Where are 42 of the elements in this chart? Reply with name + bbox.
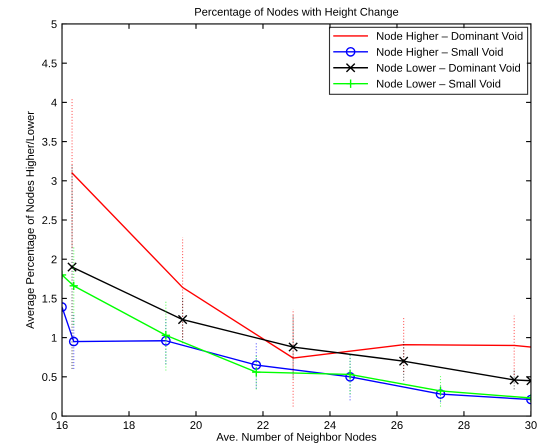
point <box>509 375 520 385</box>
point <box>160 330 171 340</box>
x-tick-label: 24 <box>324 421 336 429</box>
y-tick-label: 0 <box>51 412 57 420</box>
point <box>67 262 77 272</box>
point <box>398 356 409 366</box>
x-axis-title: Ave. Number of Neighbor Nodes <box>216 432 376 443</box>
legend-label: Node Lower – Dominant Void <box>377 64 520 72</box>
point <box>68 336 79 346</box>
x-tick-label: 30 <box>525 421 537 430</box>
point <box>436 386 446 396</box>
y-tick-label: 1 <box>52 334 57 342</box>
y-tick-label: 2 <box>52 255 57 264</box>
legend-label: Node Lower – Small Void <box>377 79 500 88</box>
y-tick-label: 4.5 <box>42 60 57 68</box>
x-tick-label: 28 <box>458 421 470 430</box>
legend-label: Node Higher – Dominant Void <box>377 32 522 42</box>
point <box>288 342 298 352</box>
y-tick-label: 2.5 <box>42 216 57 224</box>
point <box>178 314 188 324</box>
y-tick-label: 1.5 <box>42 294 57 303</box>
y-tick-label: 3.5 <box>42 138 57 146</box>
chart-title: Percentage of Nodes with Height Change <box>195 8 398 18</box>
y-tick-label: 5 <box>51 20 57 28</box>
point <box>345 370 355 380</box>
point <box>251 367 262 377</box>
point <box>436 389 446 399</box>
point <box>251 360 262 370</box>
point <box>160 336 171 346</box>
x-tick-label: 20 <box>190 421 202 430</box>
y-tick-label: 4 <box>51 98 57 106</box>
y-axis-title: Average Percentage of Nodes Higher/Lower <box>26 111 36 329</box>
point <box>345 372 355 382</box>
legend-label: Node Higher – Small Void <box>377 48 503 58</box>
point <box>68 281 79 291</box>
x-tick-label: 22 <box>257 421 269 429</box>
y-tick-label: 3 <box>51 177 57 185</box>
x-tick-label: 16 <box>56 421 68 430</box>
x-tick-label: 26 <box>391 421 403 430</box>
line-series <box>71 172 531 359</box>
y-tick-label: 0.5 <box>42 373 57 381</box>
x-tick-label: 18 <box>124 421 135 430</box>
